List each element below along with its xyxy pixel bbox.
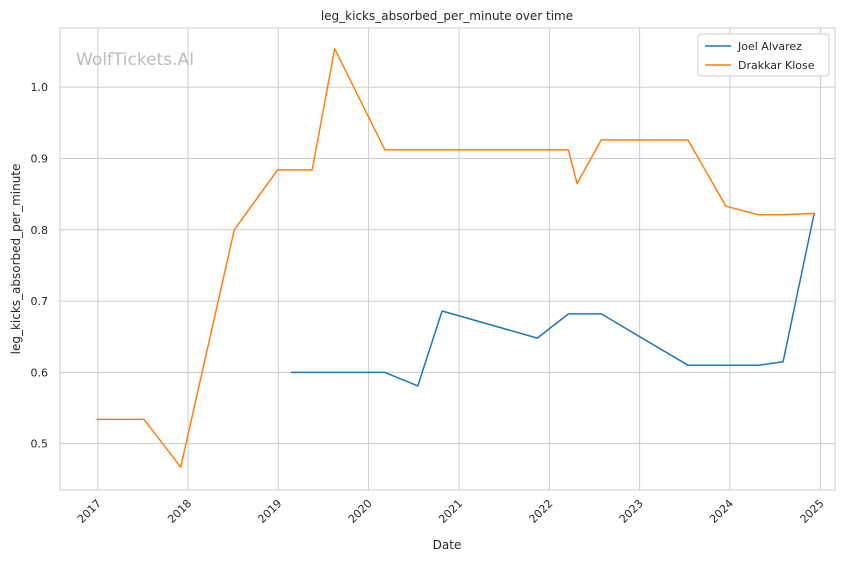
plot-area-frame xyxy=(59,27,836,491)
y-tick-label: 1.0 xyxy=(31,81,49,94)
watermark: WolfTickets.AI xyxy=(76,50,194,70)
legend-label: Drakkar Klose xyxy=(738,59,815,72)
legend: Joel Alvarez Drakkar Klose xyxy=(697,33,830,77)
series-lines xyxy=(96,47,815,468)
series-line-drakkar-klose xyxy=(96,47,815,468)
plot-area-background xyxy=(60,28,835,490)
series-line-joel-alvarez xyxy=(290,212,815,387)
y-tick-label: 0.5 xyxy=(31,438,49,451)
legend-label: Joel Alvarez xyxy=(737,40,802,53)
y-tick-label: 0.6 xyxy=(31,366,49,379)
grid xyxy=(60,28,835,490)
y-tick-label: 0.8 xyxy=(31,224,49,237)
x-axis-label: Date xyxy=(433,538,462,552)
y-axis-ticks: 0.5 0.6 0.7 0.8 0.9 1.0 xyxy=(31,81,49,450)
y-tick-label: 0.7 xyxy=(31,295,49,308)
y-tick-label: 0.9 xyxy=(31,152,49,165)
chart-title: leg_kicks_absorbed_per_minute over time xyxy=(321,9,573,23)
y-axis-label: leg_kicks_absorbed_per_minute xyxy=(9,164,23,355)
